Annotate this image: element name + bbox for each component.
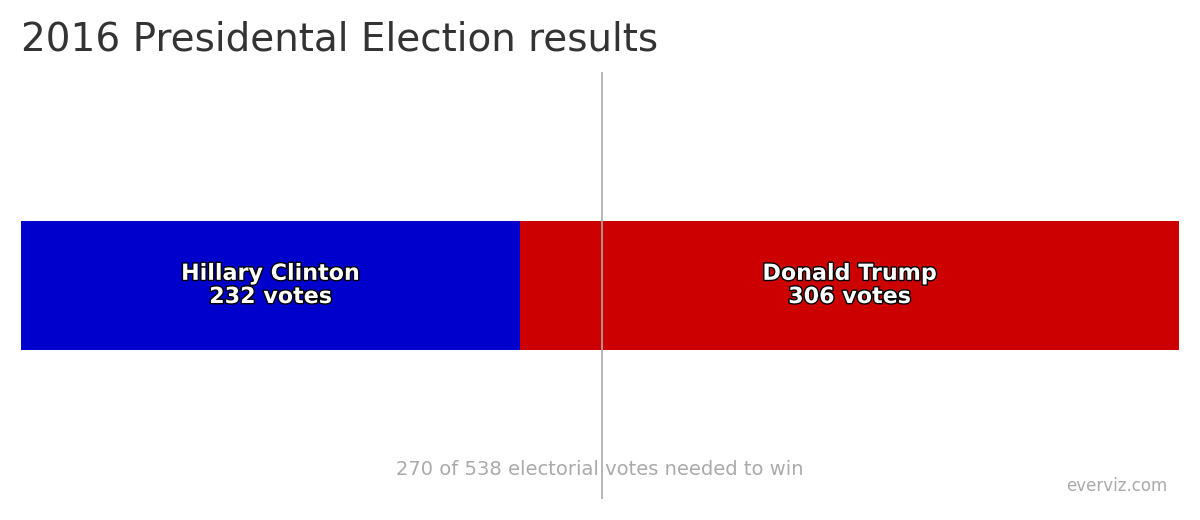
Text: 2016 Presidental Election results: 2016 Presidental Election results — [20, 21, 658, 59]
Text: 270 of 538 electorial votes needed to win: 270 of 538 electorial votes needed to wi… — [396, 460, 804, 479]
Bar — [20, 222, 521, 349]
Text: Donald Trump
306 votes: Donald Trump 306 votes — [762, 264, 937, 307]
Text: everviz.com: everviz.com — [1067, 477, 1168, 495]
Text: Hillary Clinton
232 votes: Hillary Clinton 232 votes — [181, 264, 360, 307]
Bar — [521, 222, 1180, 349]
